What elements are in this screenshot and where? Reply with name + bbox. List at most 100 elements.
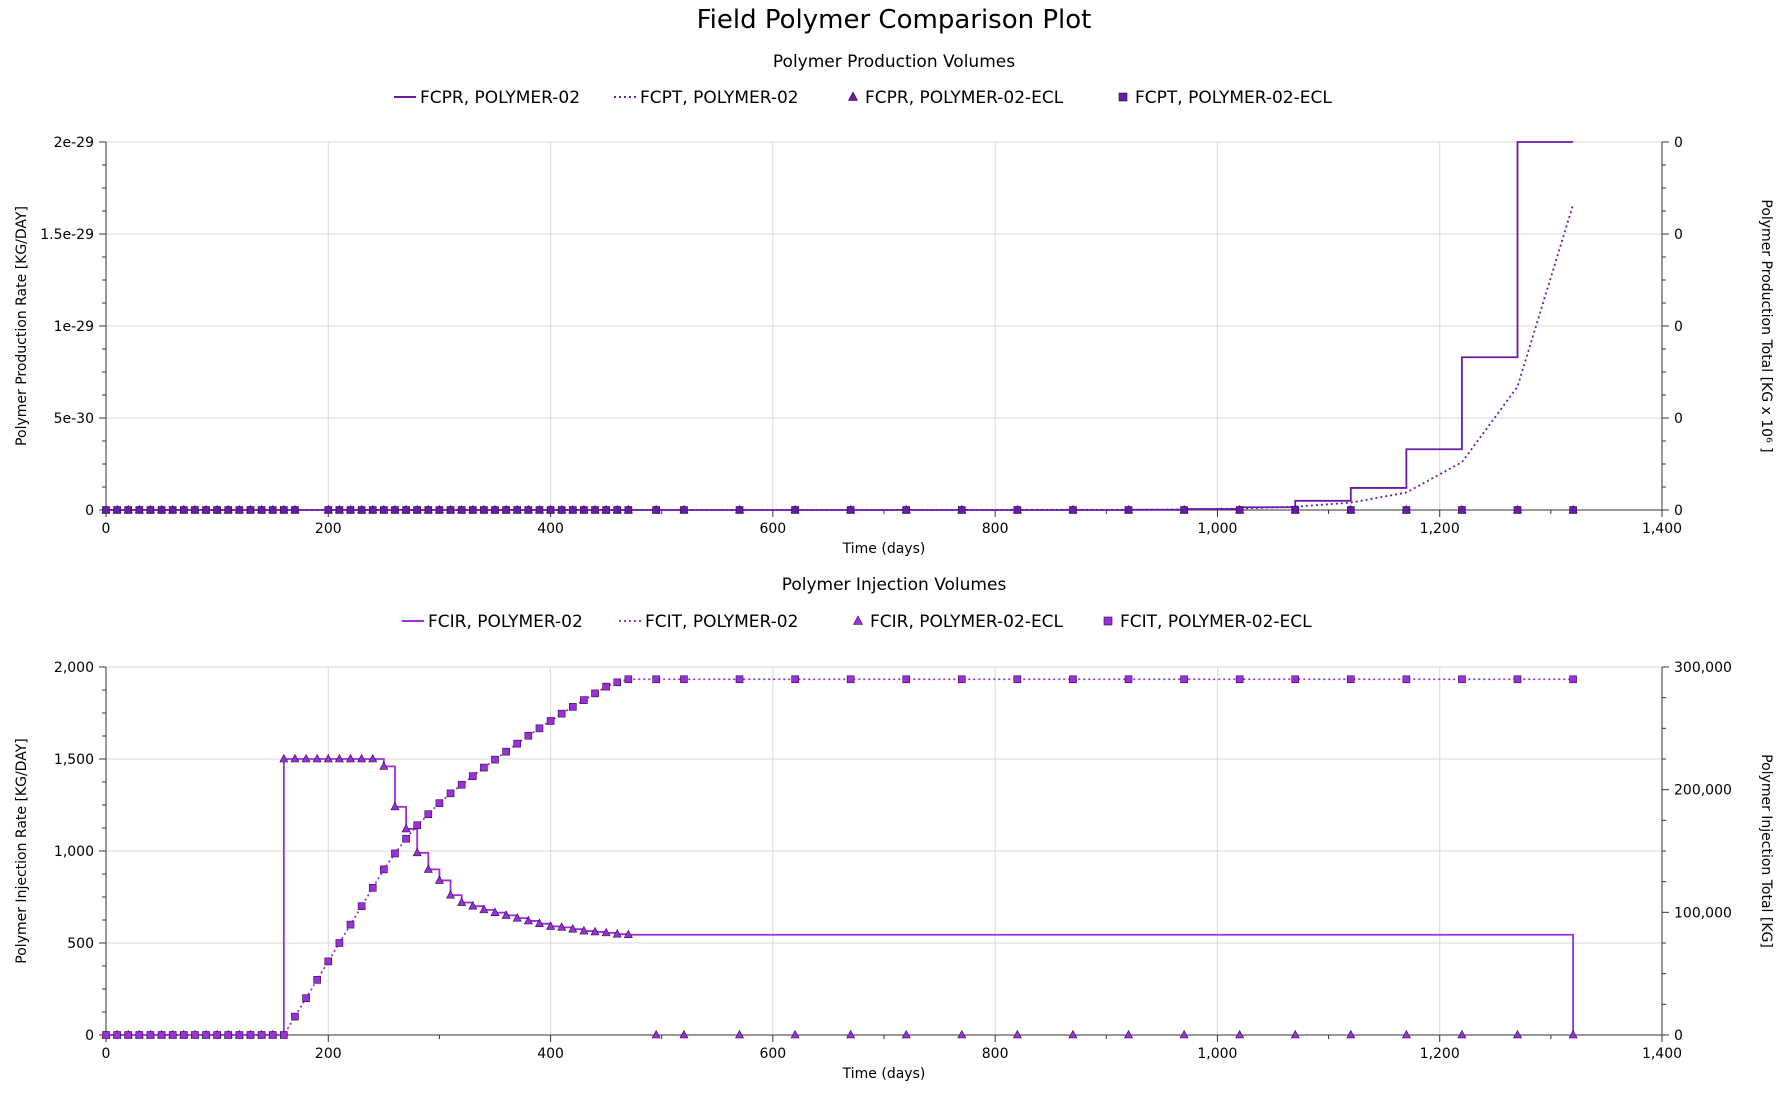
y-tick-label: 0 (85, 1028, 94, 1044)
square-marker (1347, 506, 1355, 514)
triangle-marker (1513, 1029, 1523, 1039)
triangle-marker (301, 753, 311, 763)
production-chart: Polymer Production Volumes FCPR, POLYMER-… (14, 52, 1774, 557)
square-marker (613, 506, 622, 514)
x-tick-label: 400 (537, 521, 564, 537)
y-tick-label: 1.5e-29 (40, 227, 94, 243)
triangle-marker (1012, 1029, 1022, 1039)
square-marker (652, 675, 660, 684)
triangle-marker (557, 922, 567, 931)
figure-title: Field Polymer Comparison Plot (697, 5, 1092, 35)
triangle-marker (546, 921, 556, 930)
triangle-marker (490, 907, 500, 916)
triangle-marker (401, 823, 411, 833)
square-marker (257, 1031, 266, 1039)
triangle-marker (1290, 1029, 1300, 1039)
square-marker (113, 506, 121, 514)
x-tick-label: 600 (759, 521, 786, 537)
square-marker (1347, 675, 1355, 684)
square-marker (613, 678, 622, 687)
square-marker (324, 506, 333, 514)
square-marker (568, 703, 577, 711)
series-dotted-line (105, 204, 1574, 511)
chart-subtitle: Polymer Production Volumes (773, 52, 1015, 72)
y2-axis-label: Polymer Production Total [KG x 10⁶ ] (1758, 199, 1774, 452)
square-marker (246, 1031, 255, 1039)
square-marker (335, 939, 344, 947)
square-marker (424, 506, 433, 514)
legend-entry: FCIR, POLYMER-02 (402, 612, 583, 632)
square-marker (735, 506, 744, 514)
triangle-marker (1401, 1029, 1411, 1039)
triangle-marker (590, 926, 600, 936)
legend-label: FCIR, POLYMER-02 (428, 612, 583, 632)
triangle-marker (1068, 1029, 1078, 1039)
square-marker (557, 709, 566, 718)
square-marker (435, 799, 444, 807)
chart-subtitle: Polymer Injection Volumes (782, 575, 1007, 595)
square-marker (224, 506, 233, 514)
triangle-marker (446, 890, 456, 899)
square-marker (213, 1031, 221, 1039)
square-marker (680, 675, 688, 684)
square-marker (580, 506, 588, 514)
y-tick-label: 1,500 (54, 752, 94, 768)
square-marker (957, 675, 966, 684)
square-marker (380, 506, 388, 514)
square-marker (402, 834, 410, 843)
square-marker (157, 506, 166, 514)
y-axis-label: Polymer Production Rate [KG/DAY] (14, 206, 30, 446)
square-marker (524, 506, 533, 514)
square-marker (791, 506, 799, 514)
legend-swatch-square (1103, 616, 1113, 626)
triangle-marker (501, 910, 511, 919)
square-marker (1569, 506, 1577, 514)
y2-tick-label: 0 (1674, 135, 1683, 151)
square-marker (791, 675, 799, 684)
square-marker (624, 675, 633, 684)
square-marker (502, 747, 510, 756)
square-marker (457, 780, 466, 789)
square-marker (302, 994, 310, 1003)
square-marker (468, 772, 477, 780)
y2-tick-label: 200,000 (1674, 783, 1732, 799)
x-axis-label: Time (days) (842, 1066, 926, 1082)
triangle-marker (679, 1029, 689, 1039)
square-marker (135, 506, 144, 514)
triangle-marker (457, 897, 467, 906)
square-marker (735, 675, 744, 684)
square-marker (580, 696, 588, 704)
legend-entry: FCIR, POLYMER-02-ECL (853, 612, 1064, 632)
x-tick-label: 1,000 (1197, 1046, 1237, 1062)
square-marker (368, 506, 377, 514)
triangle-marker (568, 924, 578, 933)
square-marker (1180, 506, 1188, 514)
legend-label: FCIT, POLYMER-02 (645, 612, 798, 632)
square-marker (680, 506, 688, 514)
square-marker (1235, 675, 1244, 684)
square-marker (902, 506, 911, 514)
triangle-marker (423, 864, 433, 873)
square-marker (157, 1031, 166, 1039)
y2-axis-label: Polymer Injection Total [KG] (1758, 754, 1774, 948)
square-marker (491, 755, 499, 764)
square-marker (346, 920, 355, 929)
x-tick-label: 200 (315, 521, 342, 537)
legend-entry: FCIT, POLYMER-02 (619, 612, 798, 632)
square-marker (324, 957, 333, 966)
triangle-marker (623, 929, 633, 939)
y-tick-label: 5e-30 (54, 411, 94, 427)
square-marker (1124, 506, 1133, 514)
y2-tick-label: 0 (1674, 1028, 1683, 1044)
x-tick-label: 600 (759, 1046, 786, 1062)
legend-label: FCPT, POLYMER-02 (640, 88, 799, 108)
legend-label: FCPR, POLYMER-02 (420, 88, 580, 108)
square-marker (624, 506, 633, 514)
square-marker (102, 506, 110, 514)
square-marker (291, 1012, 299, 1021)
square-marker (180, 1031, 188, 1039)
square-marker (446, 789, 455, 798)
square-marker (168, 506, 177, 514)
triangle-marker (579, 925, 589, 935)
